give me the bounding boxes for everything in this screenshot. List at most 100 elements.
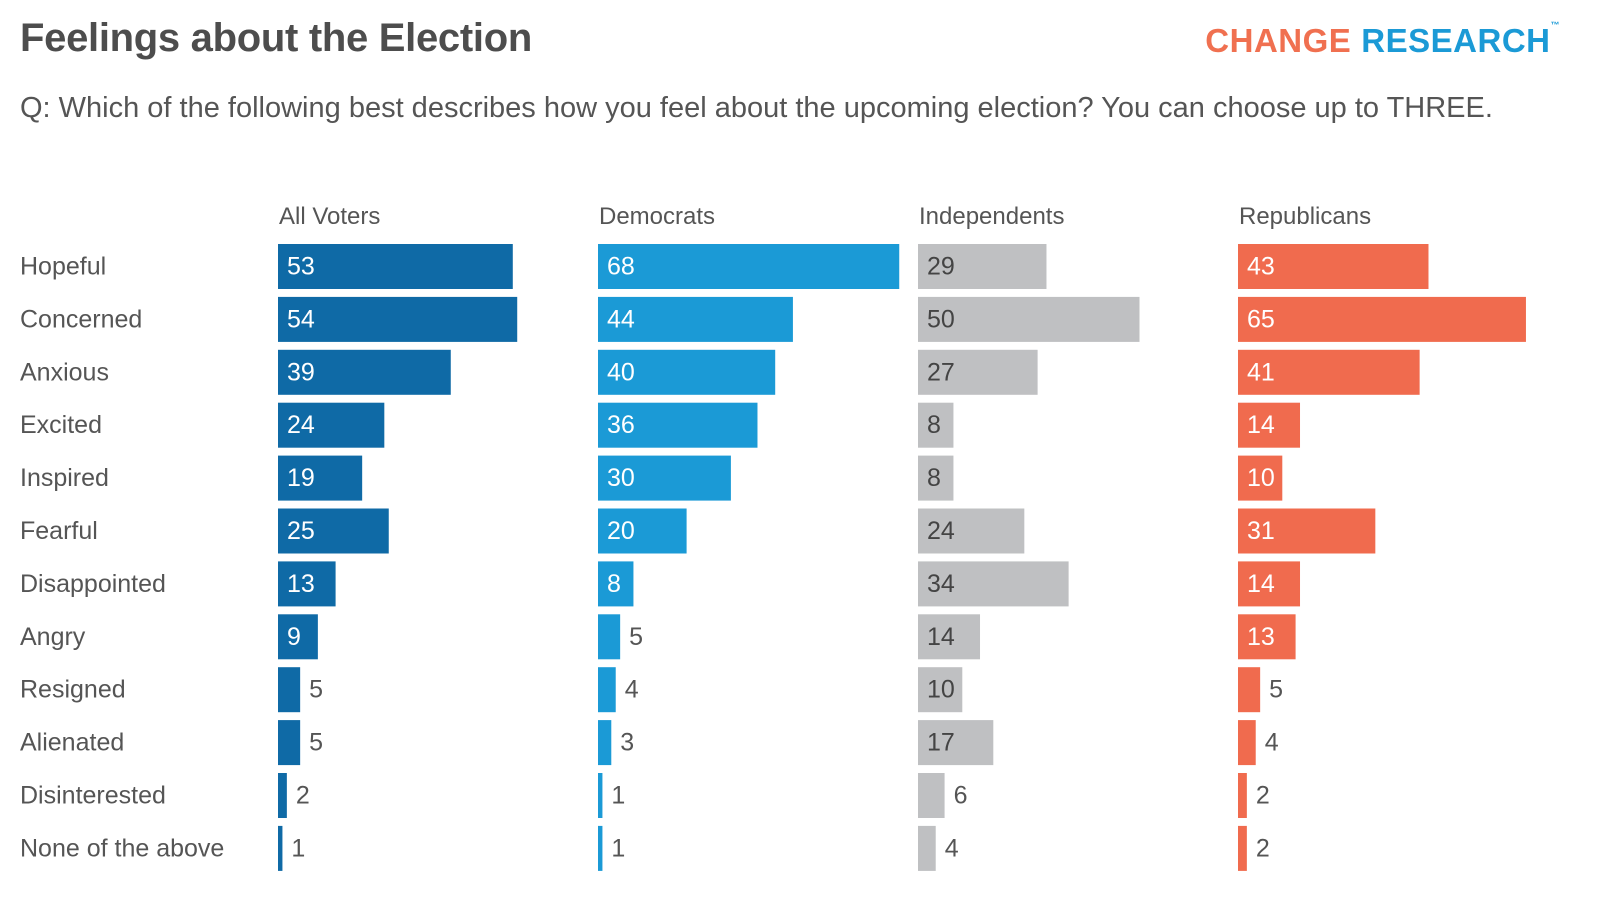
category-label: Inspired [20,464,109,492]
bar [278,349,451,395]
series-header: Republicans [1239,203,1371,230]
data-label: 31 [1247,517,1275,545]
bar [278,455,363,501]
bar [918,561,1069,607]
bar [918,455,954,501]
data-label: 41 [1247,358,1275,386]
data-label: 44 [607,305,635,333]
logo-word-change: CHANGE [1205,22,1352,59]
data-label: 40 [607,358,635,386]
bar [918,614,981,660]
bar [1238,508,1376,554]
category-label: Fearful [20,517,98,545]
data-label: 13 [287,570,315,598]
chart-title: Feelings about the Election [20,16,532,60]
bar [598,720,612,766]
data-label: 5 [309,676,323,704]
data-label: 54 [287,305,315,333]
bar [918,825,936,871]
data-label: 53 [287,253,315,281]
data-label: 68 [607,253,635,281]
data-label: 1 [291,834,305,862]
series-header: All Voters [279,203,380,230]
data-label: 43 [1247,253,1275,281]
bar [278,296,518,342]
bar [278,614,318,660]
bar [278,825,283,871]
bar [918,402,954,448]
bar [278,244,513,289]
data-label: 50 [927,305,955,333]
data-label: 30 [607,464,635,492]
bar [598,349,776,395]
series-header: Democrats [599,203,715,230]
data-label: 8 [927,411,941,439]
data-label: 29 [927,253,955,281]
data-label: 17 [927,729,955,757]
bar [278,402,385,448]
data-label: 14 [1247,411,1275,439]
logo-word-research: RESEARCH [1361,22,1551,59]
data-label: 65 [1247,305,1275,333]
bar [1238,561,1301,607]
category-label: Concerned [20,305,142,333]
data-label: 24 [927,517,955,545]
data-label: 14 [1247,570,1275,598]
data-label: 2 [296,782,310,810]
data-label: 14 [927,623,955,651]
bar [918,349,1038,395]
category-label: Angry [20,623,86,651]
data-label: 1 [611,782,625,810]
bar [918,773,945,818]
category-label: Disappointed [20,570,166,598]
data-label: 27 [927,358,955,386]
data-label: 5 [1269,676,1283,704]
category-label: None of the above [20,834,224,862]
bar [598,825,603,871]
data-label: 4 [1265,729,1279,757]
data-label: 9 [287,623,301,651]
bar [1238,667,1261,713]
bar [1238,402,1301,448]
bar [1238,296,1526,342]
change-research-logo: CHANGE RESEARCH™ [1205,20,1560,60]
data-label: 36 [607,411,635,439]
bar [1238,349,1420,395]
data-label: 19 [287,464,315,492]
logo-trademark: ™ [1550,20,1560,30]
bar [1238,614,1296,660]
data-label: 20 [607,517,635,545]
bar [278,667,301,713]
category-label: Anxious [20,358,109,386]
bar [1238,825,1247,871]
bar [1238,455,1283,501]
bar [598,508,687,554]
bar [1238,244,1429,289]
data-label: 34 [927,570,955,598]
data-label: 3 [620,729,634,757]
bar [1238,720,1256,766]
category-label: Alienated [20,729,124,757]
data-label: 2 [1256,782,1270,810]
data-label: 8 [927,464,941,492]
data-label: 25 [287,517,315,545]
bar [918,244,1047,289]
data-label: 5 [309,729,323,757]
data-label: 2 [1256,834,1270,862]
data-label: 10 [1247,464,1275,492]
bar [598,402,758,448]
category-label: Excited [20,411,102,439]
bar [598,455,731,501]
bar [278,508,389,554]
data-label: 1 [611,834,625,862]
data-label: 24 [287,411,315,439]
category-label: Resigned [20,676,126,704]
series-header: Independents [919,203,1064,230]
bar [278,773,287,818]
data-label: 10 [927,676,955,704]
data-label: 4 [945,834,959,862]
bar [598,667,616,713]
bar [918,720,994,766]
category-label: Hopeful [20,253,106,281]
